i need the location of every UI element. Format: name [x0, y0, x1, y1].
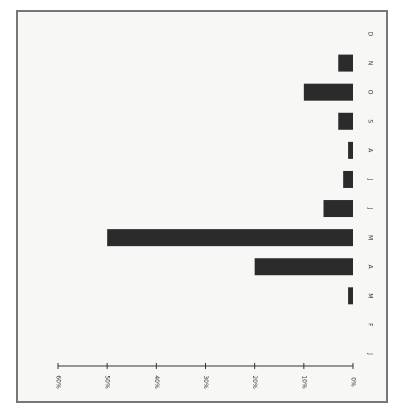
category-tick-label: M: [367, 235, 374, 240]
value-axis: 0% 10% 20% 30% 40% 50% 60%: [55, 363, 357, 389]
category-tick-label: F: [367, 323, 374, 327]
category-tick-label: A: [367, 265, 374, 270]
category-axis: J F M A M J J A S O N D: [367, 32, 374, 355]
value-tick-label: 40%: [153, 375, 160, 389]
bars-group: [107, 54, 354, 305]
bar-3-a: [254, 258, 353, 276]
category-tick-label: O: [367, 90, 374, 95]
value-tick-label: 50%: [104, 375, 111, 389]
bar-10-n: [338, 54, 353, 72]
category-tick-label: A: [367, 148, 374, 153]
bar-4-m: [107, 229, 354, 247]
category-tick-label: M: [367, 293, 374, 298]
value-tick-label: 60%: [55, 375, 62, 389]
bar-6-j: [343, 170, 353, 188]
value-tick-label: 30%: [202, 375, 209, 389]
category-tick-label: D: [367, 32, 374, 37]
category-tick-label: S: [367, 119, 374, 123]
value-tick-label: 10%: [300, 375, 307, 389]
bar-9-o: [303, 83, 353, 101]
bar-7-a: [348, 141, 353, 159]
category-tick-label: J: [367, 207, 374, 210]
bar-2-m: [348, 287, 353, 305]
value-tick-label: 20%: [251, 375, 258, 389]
category-tick-label: N: [367, 61, 374, 66]
category-tick-label: J: [367, 178, 374, 181]
bar-8-s: [338, 112, 353, 130]
category-tick-label: J: [367, 352, 374, 355]
bar-5-j: [323, 200, 353, 218]
value-tick-label: 0%: [350, 377, 357, 387]
